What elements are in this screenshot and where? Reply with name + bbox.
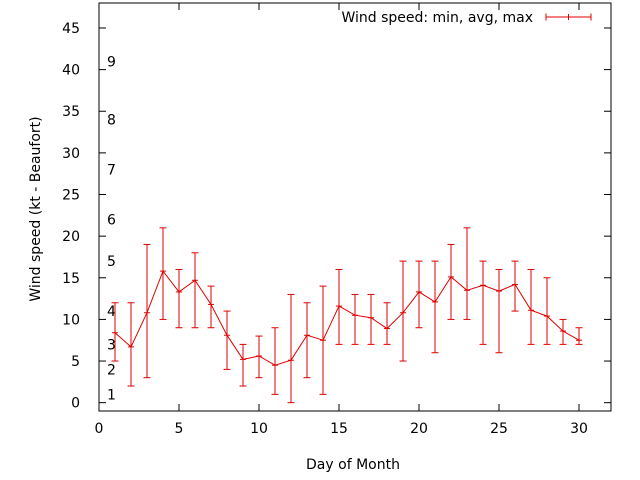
beaufort-label: 8 xyxy=(107,113,116,129)
beaufort-label: 6 xyxy=(107,212,116,228)
y-axis-label: Wind speed (kt - Beaufort) xyxy=(28,116,44,301)
data-point xyxy=(416,288,422,295)
x-tick-label: 10 xyxy=(250,421,268,437)
data-point xyxy=(224,332,230,339)
data-point xyxy=(192,277,198,284)
y-tick-label: 30 xyxy=(62,146,80,162)
data-point xyxy=(448,273,454,280)
x-axis-label: Day of Month xyxy=(306,457,400,473)
x-tick-label: 5 xyxy=(175,421,184,437)
data-point xyxy=(464,287,470,294)
data-point xyxy=(160,268,166,275)
data-point xyxy=(176,288,182,295)
plot-frame xyxy=(98,2,612,412)
y-tick-label: 0 xyxy=(71,396,80,412)
data-point xyxy=(496,288,502,295)
data-point xyxy=(128,343,134,350)
series-line-group xyxy=(114,270,580,366)
data-point xyxy=(240,356,246,363)
data-point xyxy=(304,332,310,339)
beaufort-label: 2 xyxy=(107,362,116,378)
data-points xyxy=(112,268,582,369)
y-tick-label: 25 xyxy=(62,188,80,204)
beaufort-label: 5 xyxy=(107,254,116,270)
data-point xyxy=(320,337,326,344)
beaufort-label: 7 xyxy=(107,163,116,179)
legend: Wind speed: min, avg, max xyxy=(341,10,592,26)
data-point xyxy=(336,303,342,310)
data-point xyxy=(576,337,582,344)
beaufort-label: 3 xyxy=(107,337,116,353)
x-tick-label: 0 xyxy=(95,421,104,437)
data-point xyxy=(560,328,566,335)
data-point xyxy=(544,313,550,320)
data-point xyxy=(272,362,278,369)
error-bars xyxy=(111,227,583,404)
data-point xyxy=(112,329,118,336)
data-point xyxy=(528,307,534,314)
x-axis: 0 5 10 15 20 25 30 xyxy=(95,3,588,437)
legend-key xyxy=(545,13,592,21)
series-line xyxy=(114,270,580,366)
beaufort-label: 4 xyxy=(107,304,116,320)
data-point xyxy=(432,298,438,305)
beaufort-label: 9 xyxy=(107,54,116,70)
x-tick-label: 25 xyxy=(490,421,508,437)
data-point xyxy=(368,314,374,321)
y-tick-label: 35 xyxy=(62,104,80,120)
y-tick-label: 15 xyxy=(62,271,80,287)
x-tick-label: 20 xyxy=(410,421,428,437)
y-tick-label: 40 xyxy=(62,63,80,79)
x-tick-label: 15 xyxy=(330,421,348,437)
x-tick-label: 30 xyxy=(570,421,588,437)
y-tick-label: 20 xyxy=(62,229,80,245)
data-point xyxy=(208,301,214,308)
y-tick-label: 45 xyxy=(62,21,80,37)
data-point xyxy=(352,312,358,319)
data-point xyxy=(288,357,294,364)
y-tick-label: 10 xyxy=(62,312,80,328)
legend-label: Wind speed: min, avg, max xyxy=(341,10,533,26)
beaufort-scale: 1 2 3 4 5 6 7 8 9 xyxy=(107,54,116,403)
data-point xyxy=(480,282,486,289)
data-point xyxy=(512,281,518,288)
plot-border xyxy=(98,2,612,412)
data-point xyxy=(400,309,406,316)
beaufort-label: 1 xyxy=(107,387,116,403)
data-point xyxy=(144,309,150,316)
data-point xyxy=(256,353,262,360)
y-tick-label: 5 xyxy=(71,354,80,370)
data-point xyxy=(384,325,390,332)
